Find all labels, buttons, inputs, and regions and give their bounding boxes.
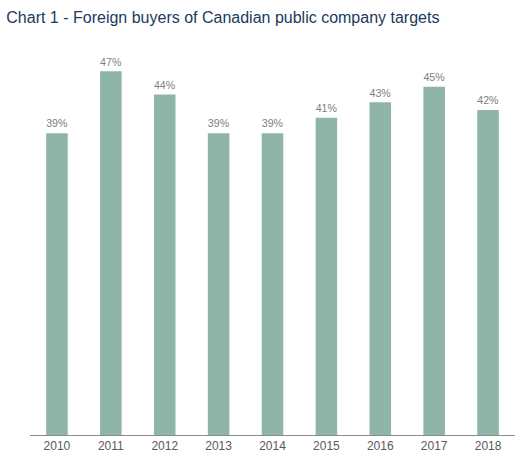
svg-text:39%: 39% [262,117,284,129]
svg-text:2015: 2015 [313,439,340,453]
svg-text:43%: 43% [370,87,392,99]
svg-text:2014: 2014 [259,439,286,453]
svg-text:2013: 2013 [205,439,232,453]
svg-text:2010: 2010 [44,439,71,453]
svg-text:2018: 2018 [475,439,502,453]
svg-text:39%: 39% [46,117,68,129]
svg-text:47%: 47% [100,56,122,68]
svg-text:42%: 42% [477,94,499,106]
svg-text:44%: 44% [154,79,176,91]
svg-text:2017: 2017 [421,439,448,453]
svg-text:39%: 39% [208,117,230,129]
svg-text:41%: 41% [316,102,338,114]
svg-text:2011: 2011 [98,439,124,453]
svg-text:2016: 2016 [367,439,394,453]
svg-text:Chart 1 - Foreign buyers of Ca: Chart 1 - Foreign buyers of Canadian pub… [6,9,439,26]
svg-text:2012: 2012 [151,439,178,453]
svg-text:45%: 45% [423,71,445,83]
